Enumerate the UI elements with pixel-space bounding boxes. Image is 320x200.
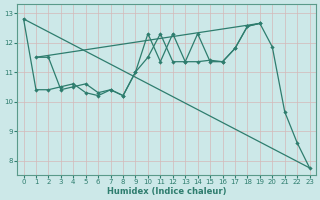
X-axis label: Humidex (Indice chaleur): Humidex (Indice chaleur) [107, 187, 226, 196]
